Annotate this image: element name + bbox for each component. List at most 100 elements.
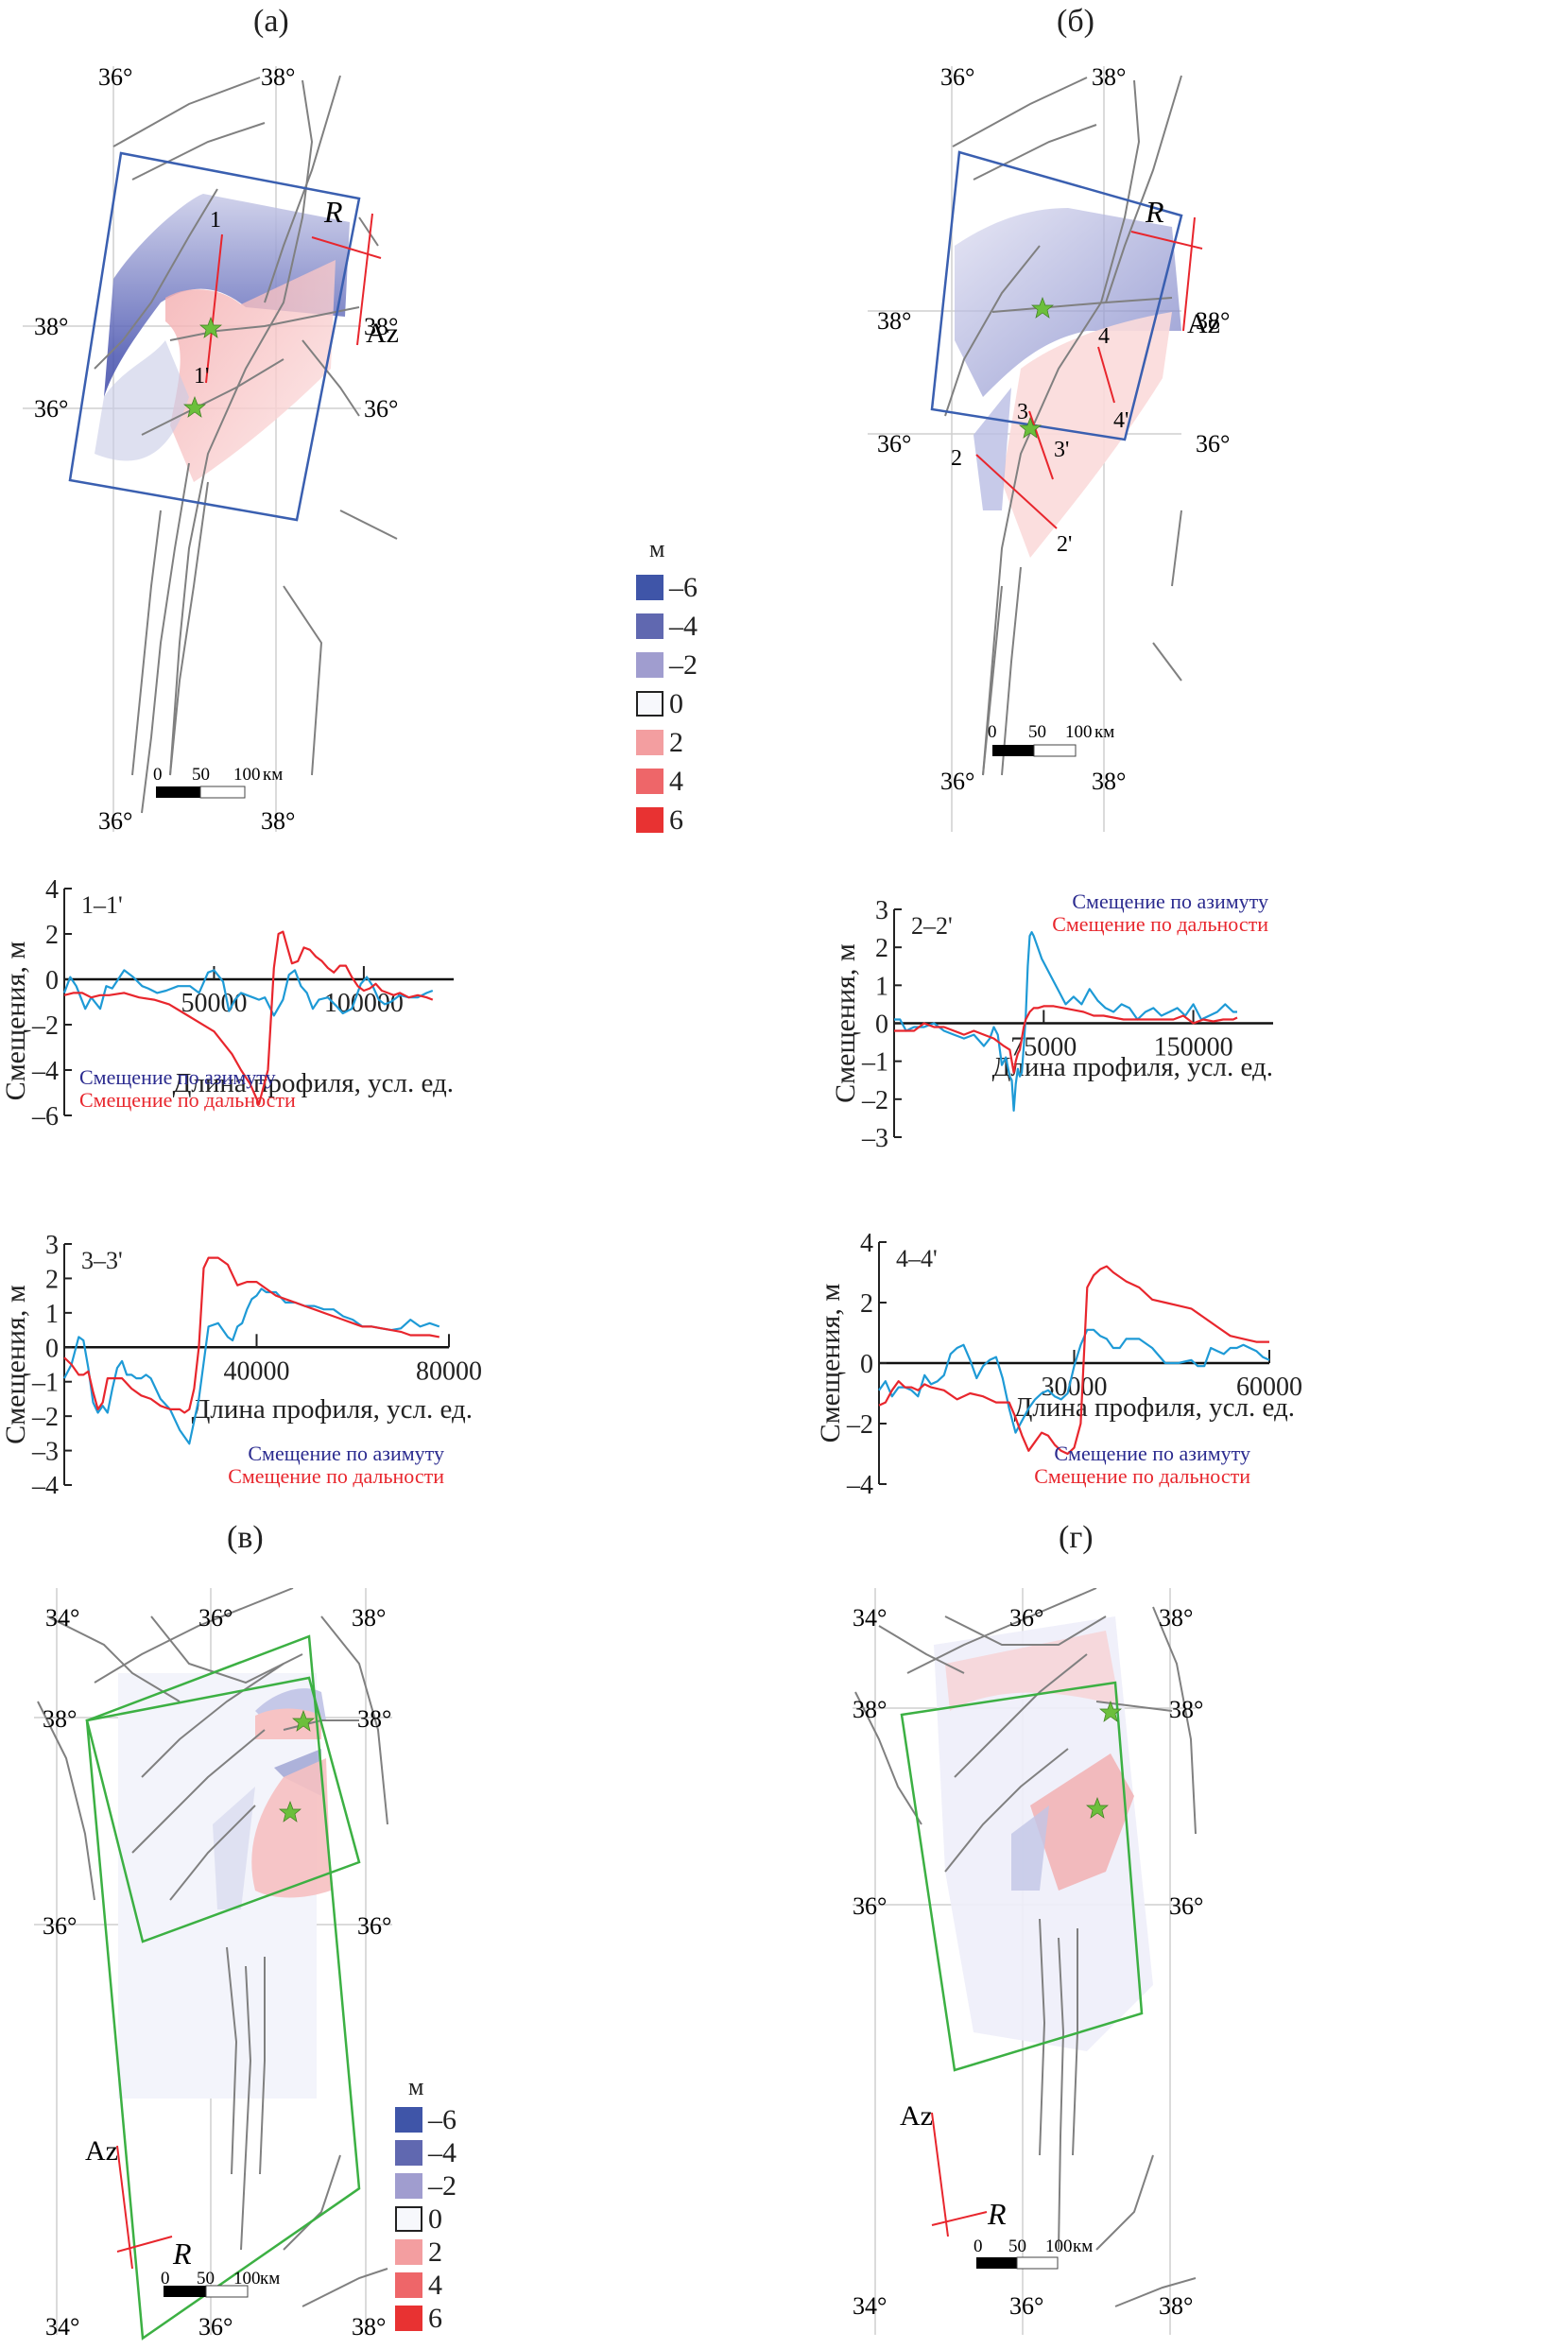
colorbar-entry: 2 [395, 2236, 457, 2269]
y-tick-label: 1 [45, 1300, 59, 1329]
colorbar-rows: –6 –4 –2 0 2 4 6 [395, 2103, 457, 2335]
epicenter-star [1099, 1701, 1122, 1722]
colorbar-entry: –2 [636, 646, 698, 684]
y-tick-label: 2 [875, 934, 888, 963]
colorbar-entry: 6 [395, 2302, 457, 2335]
profile-lines [975, 346, 1115, 529]
lat-label: 36° [853, 1892, 887, 1920]
colorbar-swatch [636, 769, 663, 794]
lon-label: 36° [98, 807, 132, 835]
azimuth-label: Az [366, 318, 399, 349]
profile-2-end-label: 2' [1057, 532, 1072, 557]
lon-label: 36° [1009, 2292, 1043, 2320]
colorbar-swatch [395, 2173, 422, 2199]
epicenter-star [183, 396, 206, 418]
colorbar-unit: м [649, 535, 665, 562]
chart-4-svg: –4 –2 0 2 4 30000 60000 4–4' Смещения, м Длина пр… [815, 1229, 1302, 1500]
x-tick-label: 150000 [1154, 1033, 1233, 1062]
svg-text:км: км [260, 2269, 280, 2289]
lat-label: 38° [877, 307, 911, 335]
legend-entry-range: Смещение по дальности [1052, 912, 1268, 936]
legend-entry-azimuth: Смещение по азимуту [248, 1442, 444, 1465]
colorbar-value: –6 [669, 572, 698, 603]
legend-entry-azimuth: Смещение по азимуту [1054, 1442, 1250, 1465]
footprint-frame-b [930, 150, 1183, 441]
map-panel-b: 2 2' 3 3' 4 4' R Az 36° 38° 38° 38° 36° … [661, 57, 1568, 841]
svg-text:50: 50 [192, 765, 210, 785]
svg-text:100: 100 [1045, 2237, 1073, 2256]
epicenter-star [1031, 297, 1054, 319]
svg-text:0: 0 [988, 722, 997, 742]
y-tick-label: –2 [846, 1410, 873, 1440]
svg-text:50: 50 [197, 2269, 215, 2289]
scale-bar: 0 50 100 км [161, 2269, 280, 2298]
lon-label: 38° [1159, 2292, 1193, 2320]
colorbar-value: 4 [669, 766, 683, 797]
lon-label: 36° [940, 63, 974, 91]
map-panel-g: Az R 34° 36° 38° 38° 38° 36° 36° 34° 36°… [784, 1587, 1568, 2344]
fault-lines [37, 1587, 388, 2307]
fault-lines [854, 1587, 1197, 2307]
footprint-frame-a [68, 151, 361, 522]
lon-label: 36° [1009, 1604, 1043, 1632]
profile-4-end-label: 4' [1113, 408, 1129, 433]
series-line-azimuth [878, 1328, 1270, 1434]
y-axis-label: Смещения, м [815, 1284, 846, 1443]
colorbar-entry: –6 [395, 2103, 457, 2136]
series-line-range [878, 1265, 1269, 1456]
colorbar-swatch [395, 2272, 422, 2298]
y-tick-label: –3 [31, 1438, 59, 1467]
series-line-azimuth [63, 1287, 440, 1445]
colorbar-swatch [636, 730, 663, 755]
colorbar-swatch [395, 2107, 422, 2133]
svg-text:0: 0 [974, 2237, 983, 2256]
colorbar-value: 6 [669, 804, 683, 836]
svg-text:км: км [1094, 722, 1114, 742]
colorbar-entry: 6 [636, 801, 698, 839]
svg-text:0: 0 [161, 2269, 170, 2289]
map-g-svg: Az R 34° 36° 38° 38° 38° 36° 36° 34° 36°… [853, 1587, 1203, 2335]
scale-bar: 0 50 100 км [988, 722, 1114, 757]
orientation-arrows [116, 2145, 173, 2270]
colorbar-swatch [636, 575, 663, 600]
lon-label: 38° [352, 2313, 386, 2340]
legend-entry-azimuth: Смещение по азимуту [79, 1065, 276, 1089]
series-line-range [894, 1005, 1238, 1074]
azimuth-label: Az [900, 2100, 933, 2132]
deformation-field [955, 208, 1181, 558]
x-tick-label: 100000 [324, 989, 404, 1018]
lat-label: 38° [853, 1696, 887, 1723]
x-tick-label: 50000 [181, 989, 247, 1018]
deformation-field [934, 1616, 1153, 2051]
y-tick-label: –2 [31, 1011, 59, 1041]
panel-label-a: (a) [253, 4, 289, 39]
y-tick-label: 0 [45, 1334, 59, 1363]
orientation-arrows [931, 2112, 988, 2237]
chart-title: 2–2' [911, 912, 953, 940]
colorbar-entry: 4 [636, 762, 698, 801]
profile-line-1: 1 1' [194, 208, 223, 389]
lat-label: 36° [364, 395, 398, 423]
profile-2-start-label: 2 [951, 446, 962, 471]
colorbar-value: 2 [669, 727, 683, 758]
lat-label: 38° [357, 1705, 391, 1733]
azimuth-label: Az [85, 2135, 118, 2167]
panel-label-g: (г) [1059, 1520, 1094, 1555]
lon-label: 34° [853, 1604, 887, 1632]
y-tick-label: –1 [31, 1369, 59, 1398]
map-a-svg: 1 1' R Az 36° 38° 38° 38° 36° 36° 36° 38… [23, 63, 399, 835]
colorbar-value: 0 [428, 2203, 442, 2235]
colorbar-value: –2 [428, 2170, 457, 2202]
colorbar-legend-a: м –6 –4 –2 0 2 4 6 [636, 529, 698, 839]
legend-entry-range: Смещение по дальности [228, 1464, 444, 1488]
deformation-field [95, 194, 350, 482]
colorbar-swatch [636, 691, 663, 717]
footprint-frame-v-outline [87, 1636, 359, 2339]
fault-lines [94, 75, 398, 814]
y-tick-label: 0 [860, 1350, 873, 1379]
x-tick-label: 40000 [224, 1356, 290, 1386]
profile-3-start-label: 3 [1017, 400, 1028, 424]
y-axis-label: Смещения, м [830, 943, 861, 1103]
y-tick-label: 3 [875, 896, 888, 925]
legend-entry-azimuth: Смещение по азимуту [1072, 890, 1268, 913]
